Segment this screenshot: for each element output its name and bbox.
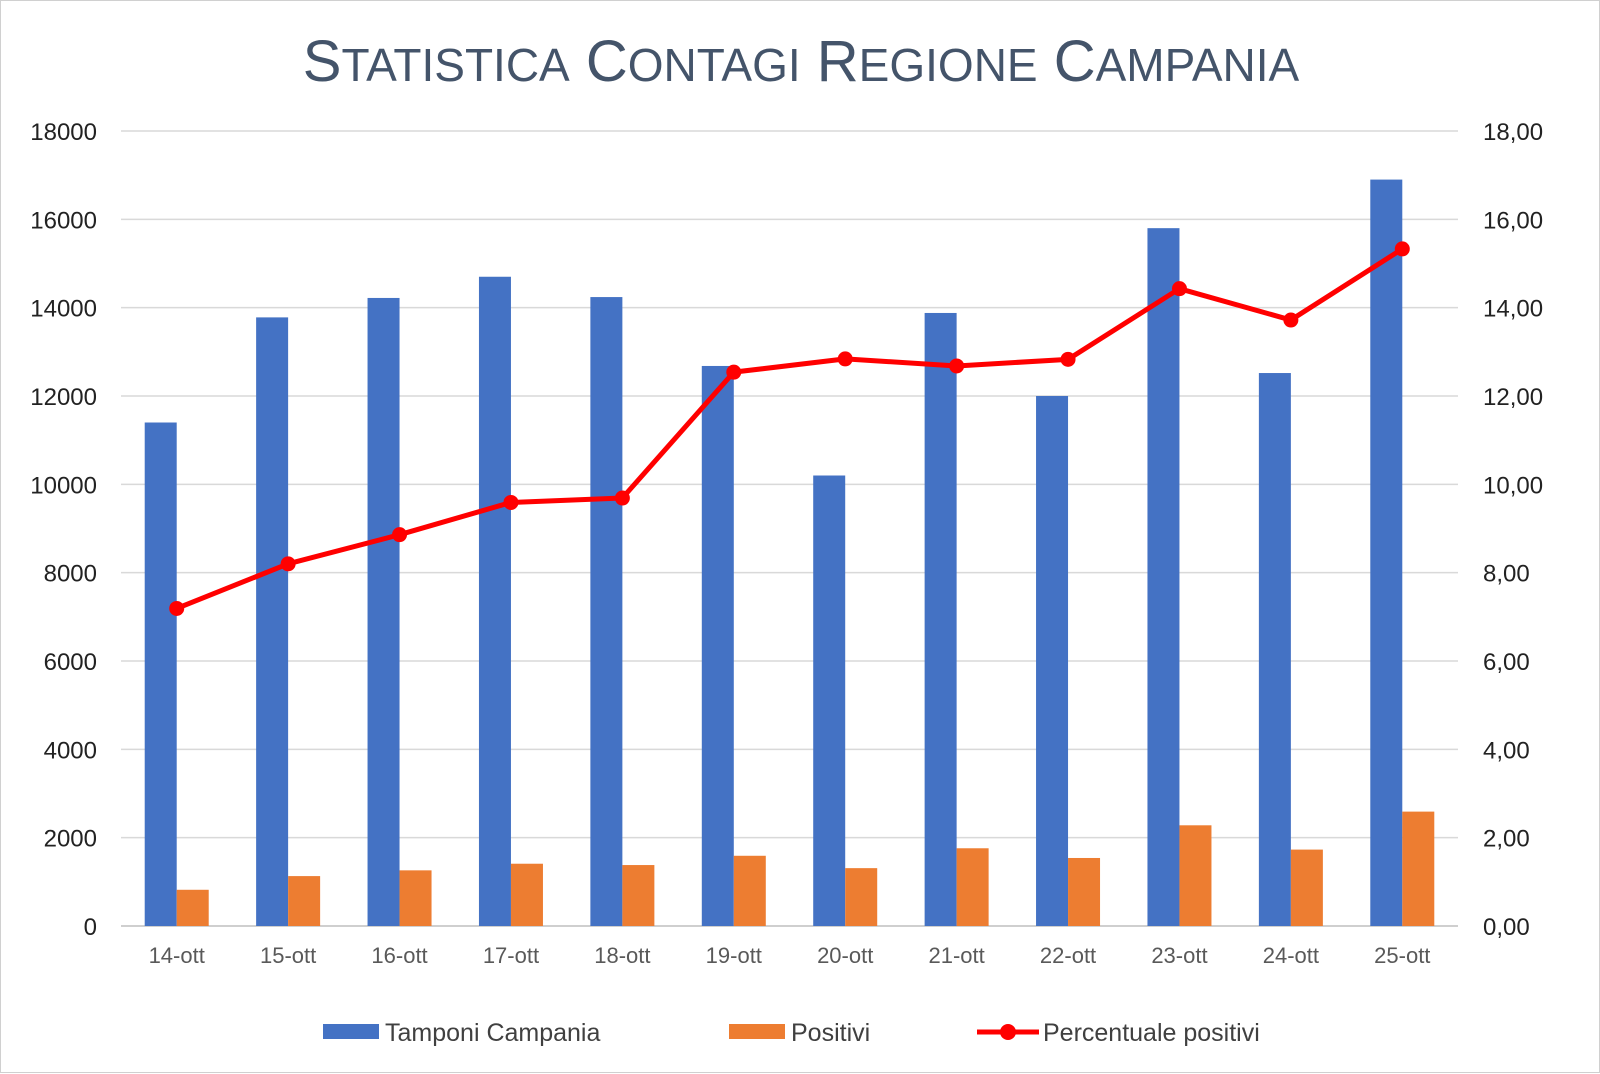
left-axis-tick-label: 18000: [30, 119, 97, 146]
left-axis-tick-label: 12000: [30, 384, 97, 411]
legend-label: Percentuale positivi: [1043, 1019, 1260, 1047]
left-axis-tick-label: 6000: [44, 649, 97, 676]
line-series: [169, 241, 1410, 616]
positivi-bar: [510, 863, 543, 926]
tamponi-bar: [1147, 228, 1180, 926]
percentuale-line: [175, 246, 1404, 611]
x-tick-label: 21-ott: [928, 943, 984, 968]
right-axis-tick-label: 12,00: [1483, 384, 1543, 411]
tamponi-bar: [1036, 396, 1069, 926]
positivi-bar: [1402, 811, 1435, 926]
positivi-bar: [399, 870, 432, 926]
right-axis-tick-label: 16,00: [1483, 207, 1543, 234]
positivi-bar: [288, 876, 321, 926]
x-tick-label: 20-ott: [817, 943, 873, 968]
tamponi-bar: [1258, 373, 1291, 926]
percentuale-point: [1394, 241, 1410, 257]
right-axis-ticks: 0,00 2,00 4,00 6,00 8,00 10,00 12,00 14,00 16,00…: [1483, 119, 1543, 941]
tamponi-bar: [1370, 179, 1403, 927]
percentuale-point: [1171, 281, 1187, 297]
percentuale-point: [837, 351, 853, 367]
percentuale-point: [503, 494, 519, 510]
tamponi-bar: [144, 422, 177, 926]
left-axis-tick-label: 10000: [30, 472, 97, 499]
positivi-bar: [176, 889, 209, 926]
legend-swatch: [323, 1024, 379, 1039]
bar-series: [144, 179, 1435, 927]
tamponi-bar: [256, 317, 289, 927]
right-axis-tick-label: 10,00: [1483, 472, 1543, 499]
x-tick-label: 23-ott: [1151, 943, 1207, 968]
right-axis-tick-label: 18,00: [1483, 119, 1543, 146]
tamponi-bar: [924, 312, 957, 926]
left-axis-ticks: 0 2000 4000 6000 8000 10000 12000 14000 16000 180…: [30, 119, 97, 941]
x-tick-label: 25-ott: [1374, 943, 1430, 968]
left-axis-tick-label: 16000: [30, 207, 97, 234]
x-tick-label: 24-ott: [1263, 943, 1319, 968]
tamponi-bar: [478, 276, 511, 926]
percentuale-point: [726, 364, 742, 380]
positivi-bar: [845, 868, 878, 926]
tamponi-bar: [813, 475, 846, 926]
x-tick-label: 17-ott: [483, 943, 539, 968]
legend-label: Tamponi Campania: [385, 1019, 600, 1047]
x-tick-label: 16-ott: [371, 943, 427, 968]
legend: Tamponi Campania Positivi Percentuale posi…: [323, 1019, 1260, 1047]
x-tick-label: 18-ott: [594, 943, 650, 968]
left-axis-tick-label: 14000: [30, 296, 97, 323]
percentuale-point: [169, 600, 185, 616]
right-axis-tick-label: 0,00: [1483, 914, 1530, 941]
right-axis-tick-label: 4,00: [1483, 737, 1530, 764]
positivi-bar: [1179, 825, 1212, 926]
left-axis-tick-label: 0: [84, 914, 97, 941]
left-axis-tick-label: 2000: [44, 826, 97, 853]
left-axis-tick-label: 8000: [44, 561, 97, 588]
positivi-bar: [1290, 849, 1323, 926]
right-axis-tick-label: 8,00: [1483, 561, 1530, 588]
chart-title: STATISTICA CONTAGI REGIONE CAMPANIA: [303, 29, 1300, 94]
tamponi-bar: [701, 365, 734, 926]
legend-swatch: [729, 1024, 785, 1039]
x-tick-label: 22-ott: [1040, 943, 1096, 968]
x-tick-label: 15-ott: [260, 943, 316, 968]
percentuale-point: [949, 358, 965, 374]
tamponi-bar: [590, 297, 623, 927]
legend-marker: [1000, 1024, 1016, 1040]
positivi-bar: [733, 855, 766, 926]
positivi-bar: [622, 865, 655, 926]
x-tick-label: 19-ott: [706, 943, 762, 968]
percentuale-point: [392, 527, 408, 543]
positivi-bar: [956, 848, 989, 926]
percentuale-point: [1060, 351, 1076, 367]
right-axis-tick-label: 6,00: [1483, 649, 1530, 676]
right-axis-tick-label: 14,00: [1483, 296, 1543, 323]
right-axis-tick-label: 2,00: [1483, 826, 1530, 853]
legend-label: Positivi: [791, 1019, 870, 1047]
gridlines: [121, 130, 1458, 927]
positivi-bar: [1068, 857, 1101, 926]
x-tick-label: 14-ott: [149, 943, 205, 968]
tamponi-bar: [367, 297, 400, 926]
percentuale-point: [280, 556, 296, 572]
percentuale-point: [614, 490, 630, 506]
percentuale-point: [1283, 312, 1299, 328]
x-axis-ticks: 14-ott 15-ott 16-ott 17-ott 18-ott 19-ott 20-o…: [149, 943, 1431, 968]
left-axis-tick-label: 4000: [44, 737, 97, 764]
